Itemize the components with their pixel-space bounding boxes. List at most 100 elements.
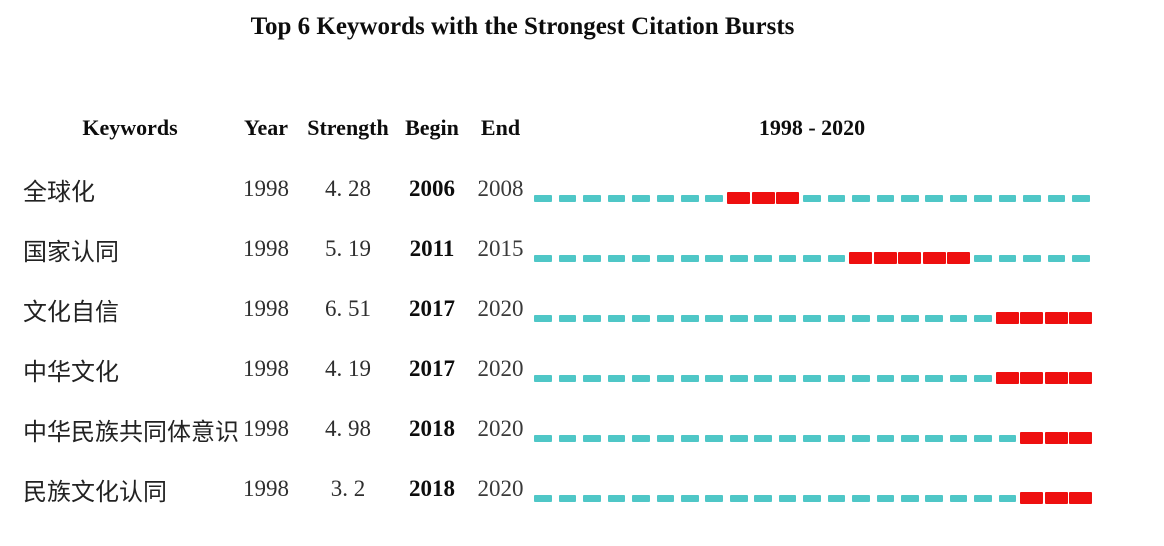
base-year-segment — [580, 431, 604, 445]
begin-year-value: 2018 — [409, 416, 455, 441]
burst-dash — [1069, 372, 1093, 384]
burst-timeline — [531, 491, 1093, 505]
base-year-segment — [922, 431, 946, 445]
base-dash — [852, 194, 870, 202]
base-year-segment — [922, 311, 946, 325]
base-year-segment — [751, 251, 775, 265]
base-dash — [583, 314, 601, 322]
base-year-segment — [849, 191, 873, 205]
strength-value: 4. 19 — [325, 356, 371, 381]
base-year-segment — [800, 191, 824, 205]
base-dash — [534, 194, 553, 202]
base-year-segment — [604, 371, 628, 385]
burst-dash — [1020, 432, 1044, 444]
table-row: 全球化 1998 4. 28 2006 2008 — [0, 159, 1164, 219]
table-row: 文化自信 1998 6. 51 2017 2020 — [0, 279, 1164, 339]
keyword-label: 文化自信 — [23, 299, 119, 326]
base-dash — [632, 194, 650, 202]
keyword-label: 民族文化认同 — [23, 479, 167, 506]
burst-dash — [922, 252, 946, 264]
burst-dash — [1044, 312, 1068, 324]
base-year-segment — [604, 431, 628, 445]
base-dash — [998, 254, 1017, 262]
burst-dash — [1069, 492, 1093, 504]
base-dash — [729, 434, 748, 442]
base-year-segment — [898, 191, 922, 205]
base-dash — [803, 374, 821, 382]
base-dash — [778, 434, 797, 442]
keyword-label: 中华文化 — [23, 359, 119, 386]
table-body: 全球化 1998 4. 28 2006 2008 国家认同 1998 5. 19 2011 201… — [0, 159, 1164, 519]
base-year-segment — [1069, 251, 1093, 265]
base-dash — [754, 374, 772, 382]
base-year-segment — [555, 491, 579, 505]
base-year-segment — [922, 191, 946, 205]
base-dash — [705, 434, 724, 442]
burst-dash — [1044, 492, 1068, 504]
base-year-segment — [849, 491, 873, 505]
base-year-segment — [555, 191, 579, 205]
burst-dash — [1069, 312, 1093, 324]
base-year-segment — [678, 491, 702, 505]
base-dash — [656, 254, 675, 262]
burst-year-segment — [1020, 371, 1044, 385]
base-year-segment — [775, 311, 799, 325]
base-dash — [705, 314, 724, 322]
base-year-segment — [824, 311, 848, 325]
base-dash — [754, 434, 772, 442]
base-dash — [729, 254, 748, 262]
base-dash — [607, 434, 626, 442]
year-value: 1998 — [243, 416, 289, 441]
burst-year-segment — [898, 251, 922, 265]
base-dash — [852, 434, 870, 442]
end-year-value: 2015 — [477, 236, 524, 261]
burst-year-segment — [1044, 491, 1068, 505]
base-dash — [925, 494, 944, 502]
burst-year-segment — [751, 191, 775, 205]
base-dash — [681, 374, 699, 382]
burst-dash — [1020, 372, 1044, 384]
base-dash — [949, 494, 968, 502]
begin-year-value: 2017 — [409, 296, 455, 321]
base-dash — [852, 374, 870, 382]
base-year-segment — [702, 311, 726, 325]
base-year-segment — [898, 371, 922, 385]
strength-value: 4. 28 — [325, 176, 371, 201]
base-year-segment — [1044, 191, 1068, 205]
base-dash — [607, 194, 626, 202]
burst-dash — [1020, 492, 1044, 504]
base-year-segment — [800, 251, 824, 265]
base-year-segment — [702, 491, 726, 505]
begin-year-value: 2018 — [409, 476, 455, 501]
base-dash — [754, 314, 772, 322]
base-dash — [754, 254, 772, 262]
base-year-segment — [946, 191, 970, 205]
base-year-segment — [775, 251, 799, 265]
base-year-segment — [800, 491, 824, 505]
base-dash — [974, 374, 992, 382]
burst-year-segment — [1069, 431, 1093, 445]
burst-dash — [996, 312, 1020, 324]
base-year-segment — [653, 491, 677, 505]
base-dash — [1047, 254, 1066, 262]
base-year-segment — [604, 251, 628, 265]
keyword-label: 全球化 — [23, 179, 95, 206]
base-dash — [900, 494, 919, 502]
base-year-segment — [824, 251, 848, 265]
base-dash — [827, 314, 846, 322]
burst-year-segment — [995, 371, 1020, 385]
burst-dash — [1069, 432, 1093, 444]
base-dash — [656, 194, 675, 202]
end-year-value: 2008 — [477, 176, 524, 201]
base-year-segment — [873, 191, 897, 205]
base-year-segment — [971, 191, 995, 205]
end-year-value: 2020 — [477, 416, 524, 441]
base-year-segment — [800, 371, 824, 385]
base-year-segment — [751, 491, 775, 505]
base-year-segment — [555, 431, 579, 445]
base-dash — [974, 314, 992, 322]
base-dash — [876, 434, 895, 442]
base-dash — [778, 314, 797, 322]
base-year-segment — [580, 491, 604, 505]
base-dash — [607, 314, 626, 322]
